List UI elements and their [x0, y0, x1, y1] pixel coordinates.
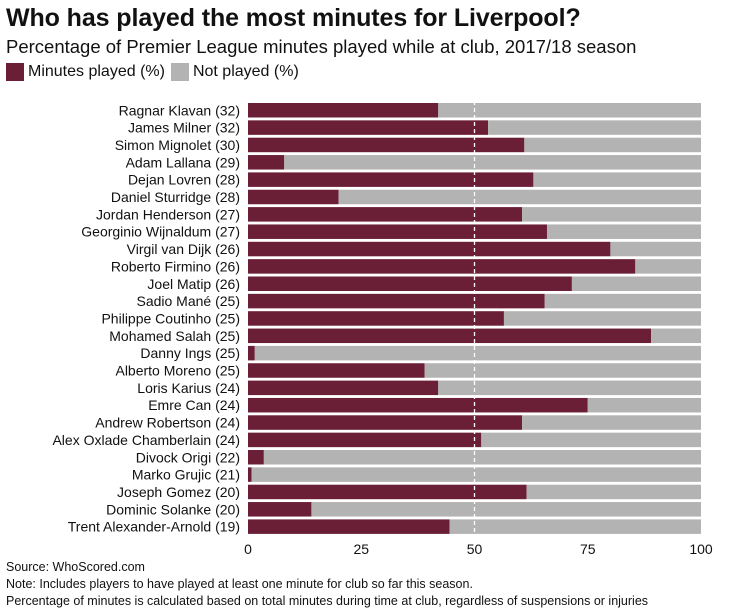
bar-played — [248, 103, 439, 118]
category-label: Simon Mignolet (30) — [115, 137, 240, 153]
category-label: Trent Alexander-Arnold (19) — [68, 519, 240, 535]
category-label: Mohamed Salah (25) — [109, 328, 240, 344]
category-label: Danny Ings (25) — [140, 345, 240, 361]
category-label: Ragnar Klavan (32) — [119, 102, 240, 118]
bar-not-played — [610, 241, 701, 257]
bar-not-played — [263, 450, 701, 465]
chart-subtitle: Percentage of Premier League minutes pla… — [6, 36, 637, 57]
category-label: Loris Karius (24) — [137, 380, 240, 396]
category-label: Divock Origi (22) — [136, 449, 240, 465]
bar-played — [248, 241, 611, 257]
bar-played — [248, 345, 255, 361]
bar-not-played — [503, 311, 701, 326]
bar-not-played — [311, 502, 701, 517]
bar-played — [248, 276, 572, 291]
category-label: Emre Can (24) — [148, 397, 240, 413]
bar-played — [248, 484, 527, 500]
bar-played — [248, 397, 588, 413]
bar-played — [248, 363, 425, 378]
footnote-2: Percentage of minutes is calculated base… — [6, 594, 649, 608]
x-tick-label: 100 — [689, 541, 713, 557]
bar-not-played — [438, 380, 701, 396]
bar-not-played — [546, 224, 701, 239]
bar-not-played — [522, 207, 701, 222]
category-label: Georginio Wijnaldum (27) — [81, 224, 240, 240]
legend-item-not-played: Not played (%) — [170, 63, 299, 81]
legend-item-played: Minutes played (%) — [6, 63, 165, 81]
x-tick-label: 75 — [580, 541, 596, 557]
bar-played — [248, 137, 525, 153]
bar-not-played — [526, 484, 701, 500]
category-label: Andrew Robertson (24) — [95, 415, 240, 431]
bar-played — [248, 415, 523, 430]
category-label: Joseph Gomez (20) — [117, 484, 240, 500]
bar-not-played — [284, 155, 701, 170]
category-label: Sadio Mané (25) — [136, 293, 240, 309]
chart-title: Who has played the most minutes for Live… — [6, 4, 581, 32]
bar-played — [248, 259, 636, 274]
bar-played — [248, 172, 534, 187]
bar-played — [248, 293, 545, 309]
category-label: Dominic Solanke (20) — [106, 501, 240, 517]
bar-not-played — [438, 103, 701, 118]
legend-label-not-played: Not played (%) — [192, 63, 299, 80]
category-label: Alberto Moreno (25) — [115, 363, 240, 379]
bar-not-played — [544, 293, 701, 309]
legend-swatch-played — [6, 63, 24, 81]
category-label: Alex Oxlade Chamberlain (24) — [52, 432, 240, 448]
bar-played — [248, 450, 264, 465]
bar-played — [248, 502, 312, 517]
bar-not-played — [449, 519, 701, 534]
bar-not-played — [488, 120, 701, 135]
bar-not-played — [254, 345, 702, 361]
category-label: Jordan Henderson (27) — [96, 206, 240, 222]
bar-not-played — [251, 467, 701, 482]
bar-not-played — [571, 276, 701, 291]
bar-not-played — [424, 363, 701, 378]
bar-chart: Ragnar Klavan (32) James Milner (32)Simon… — [52, 101, 713, 557]
bar-not-played — [635, 259, 701, 274]
bar-played — [248, 519, 450, 534]
bar-not-played — [651, 328, 701, 344]
bar-not-played — [587, 397, 701, 413]
footnote-1: Note: Includes players to have played at… — [6, 577, 473, 591]
source-note: Source: WhoScored.com — [6, 560, 145, 574]
bar-played — [248, 380, 439, 396]
bar-played — [248, 432, 482, 448]
bar-not-played — [522, 415, 701, 430]
bar-not-played — [481, 432, 701, 448]
category-label: Joel Matip (26) — [147, 276, 240, 292]
bar-not-played — [533, 172, 701, 187]
bar-played — [248, 311, 504, 326]
bar-played — [248, 189, 339, 205]
category-label: Dejan Lovren (28) — [128, 172, 240, 188]
legend: Minutes played (%) Not played (%) — [6, 63, 305, 81]
x-tick-label: 0 — [244, 541, 252, 557]
bar-played — [248, 328, 652, 344]
bar-played — [248, 224, 547, 239]
x-tick-label: 50 — [467, 541, 483, 557]
legend-label-played: Minutes played (%) — [28, 63, 165, 80]
bar-not-played — [338, 189, 701, 205]
category-label: Roberto Firmino (26) — [111, 258, 240, 274]
bar-played — [248, 155, 285, 170]
x-tick-label: 25 — [353, 541, 369, 557]
bar-not-played — [524, 137, 701, 153]
legend-swatch-not-played — [170, 63, 189, 81]
category-label: Virgil van Dijk (26) — [127, 241, 240, 257]
bar-played — [248, 120, 489, 135]
category-label: Adam Lallana (29) — [126, 154, 240, 170]
category-label: Marko Grujic (21) — [132, 467, 240, 483]
category-label: James Milner (32) — [128, 120, 240, 136]
bar-played — [248, 467, 252, 482]
category-label: Philippe Coutinho (25) — [101, 310, 240, 326]
category-label: Daniel Sturridge (28) — [111, 189, 240, 205]
bar-played — [248, 207, 523, 222]
